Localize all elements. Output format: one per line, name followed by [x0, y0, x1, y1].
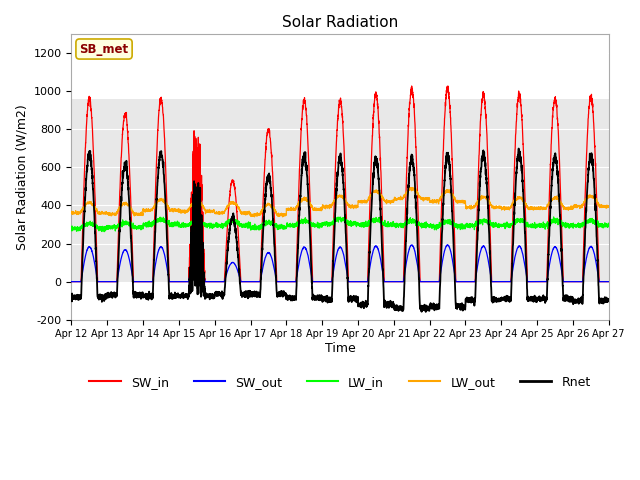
Title: Solar Radiation: Solar Radiation — [282, 15, 398, 30]
X-axis label: Time: Time — [324, 342, 355, 355]
Y-axis label: Solar Radiation (W/m2): Solar Radiation (W/m2) — [15, 104, 28, 250]
Legend: SW_in, SW_out, LW_in, LW_out, Rnet: SW_in, SW_out, LW_in, LW_out, Rnet — [84, 371, 596, 394]
Text: SB_met: SB_met — [79, 43, 129, 56]
Bar — [72, 99, 609, 282]
